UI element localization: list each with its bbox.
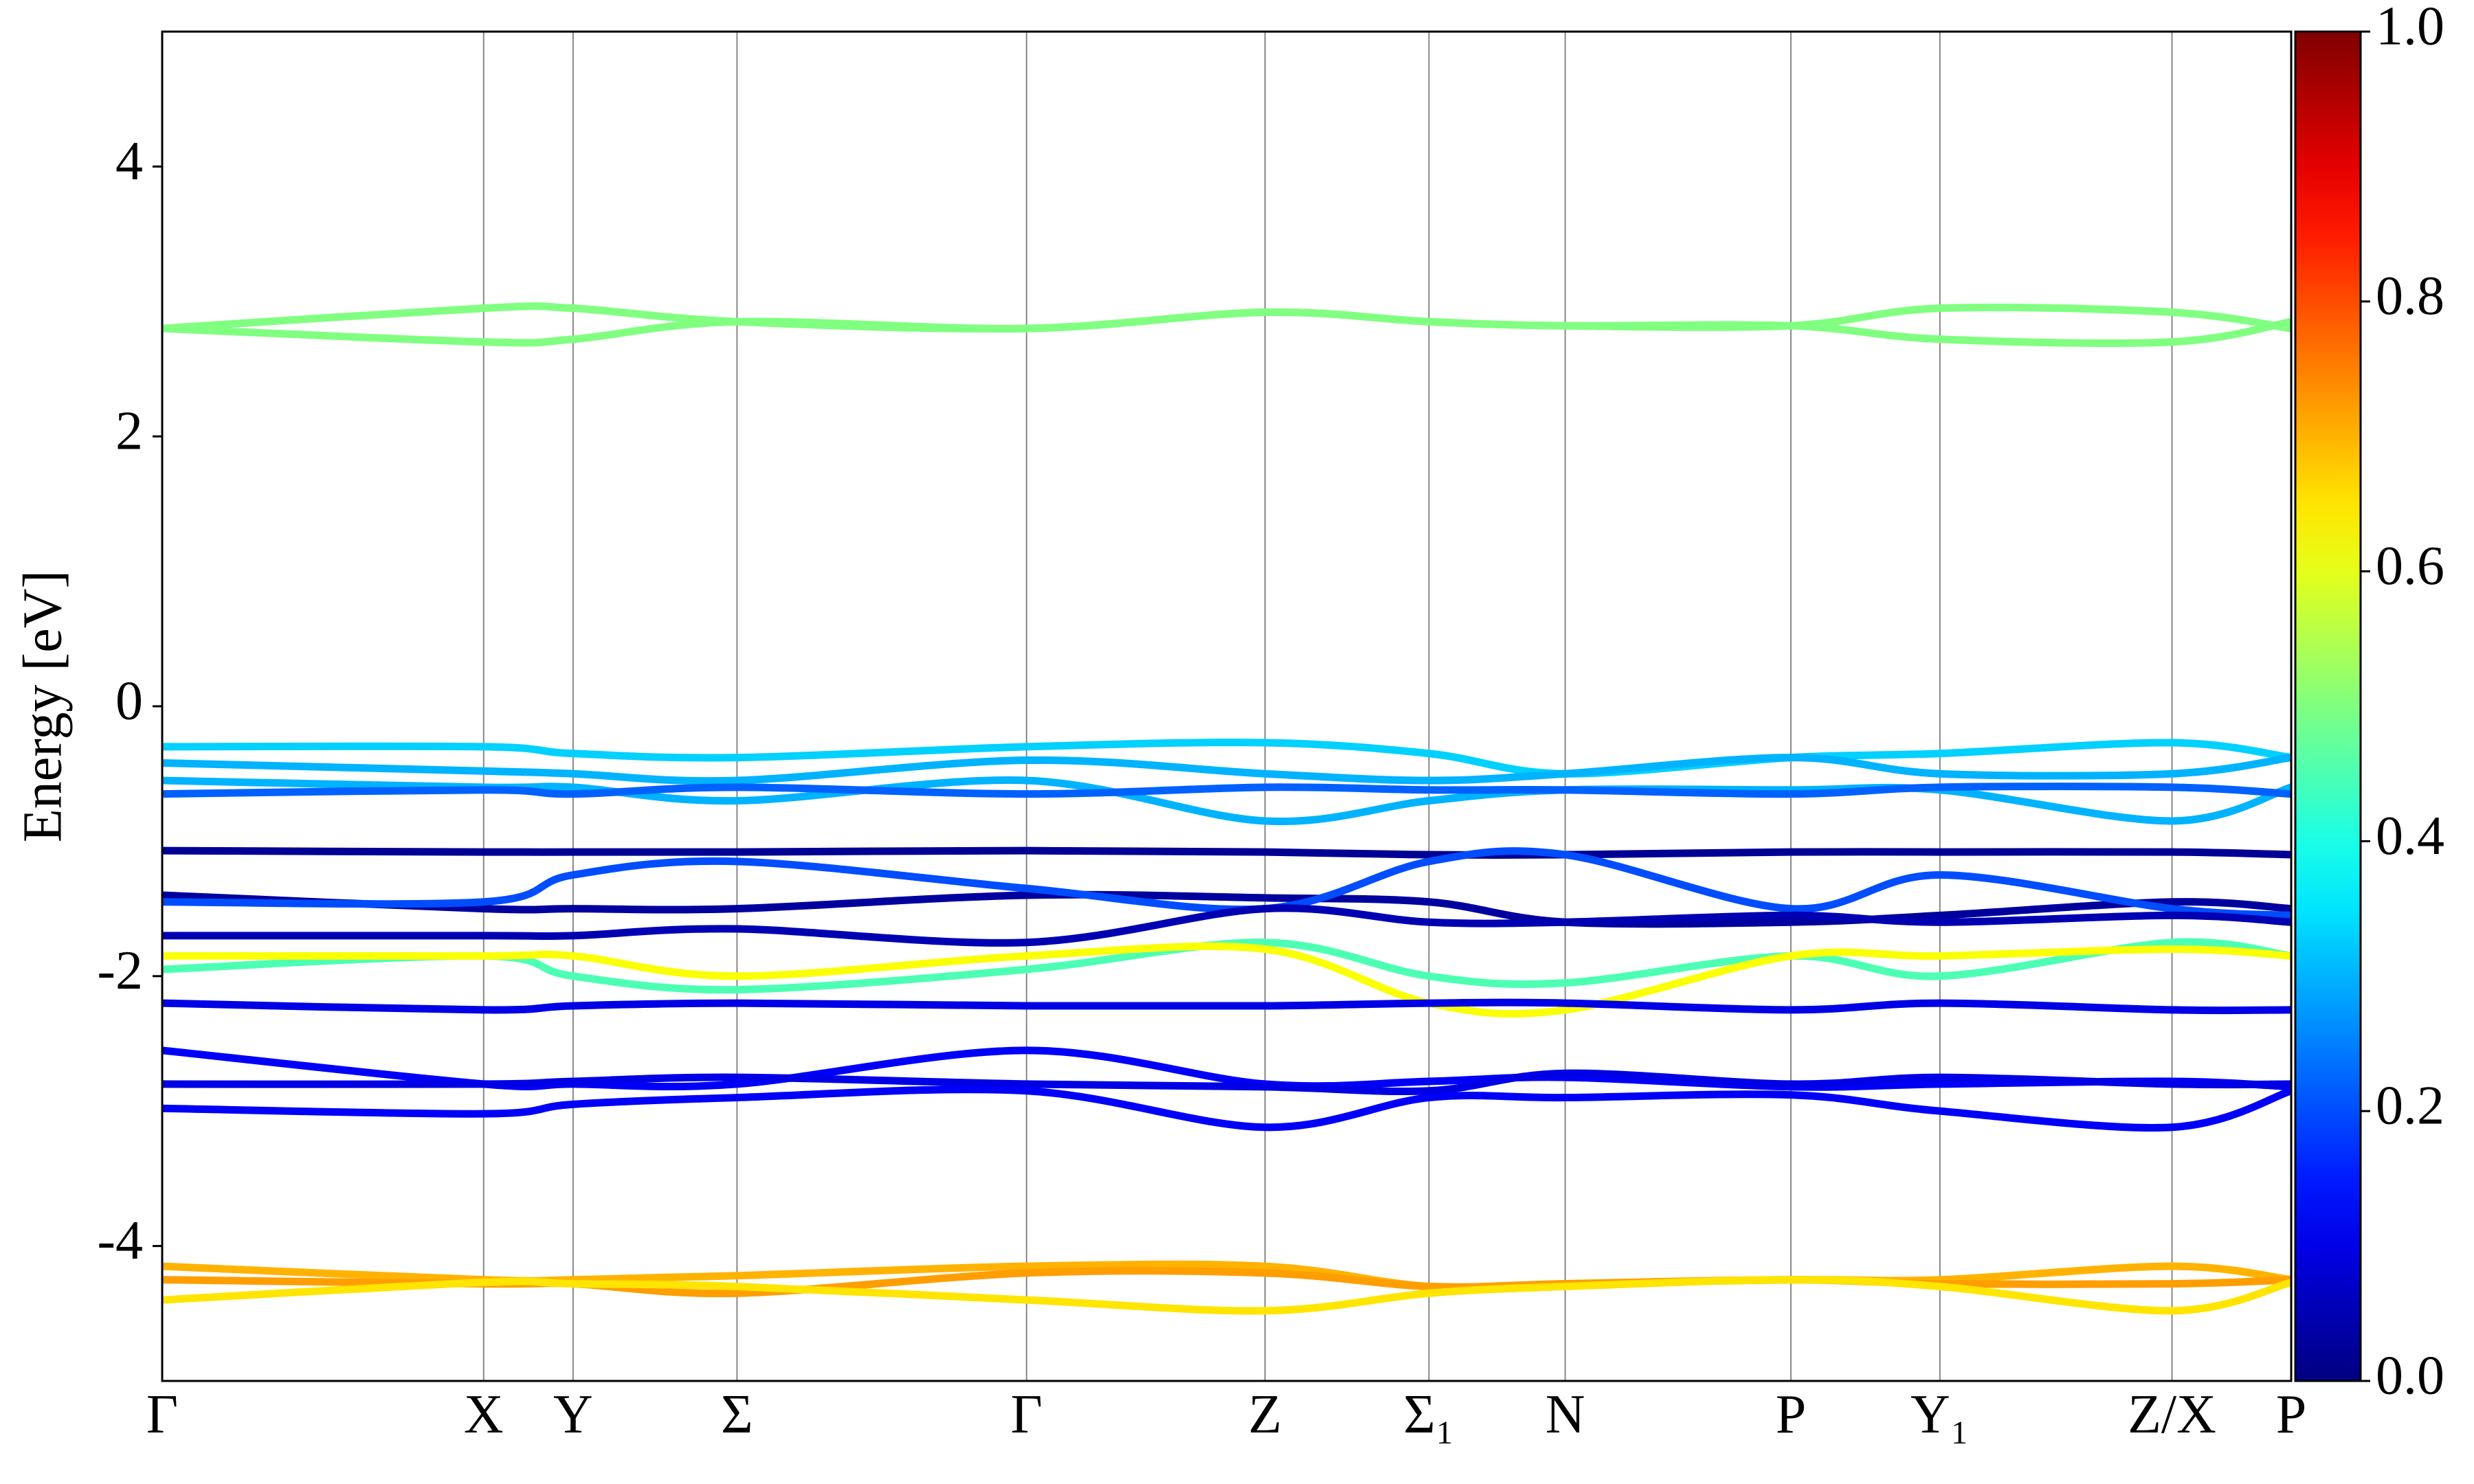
colorbar-tick-label: 0.0 [2376, 1345, 2444, 1406]
band-line [162, 308, 2291, 347]
x-tick-label: Σ₁ [1403, 1384, 1454, 1445]
band-line [162, 890, 2291, 928]
colorbar-tick-label: 0.8 [2376, 266, 2444, 326]
band-line [162, 938, 2291, 994]
y-tick-label: 4 [115, 131, 143, 192]
y-tick-label: 0 [115, 671, 143, 731]
colorbar-tick-label: 0.2 [2376, 1076, 2444, 1136]
x-tick-label: Z [1248, 1384, 1282, 1445]
band-line [162, 1276, 2291, 1315]
band-line [162, 739, 2291, 778]
x-tick-label: Γ [1011, 1384, 1043, 1445]
plot-frame [161, 30, 2293, 1382]
bands [162, 302, 2291, 1315]
x-tick-label: Σ [721, 1384, 753, 1445]
band-line [162, 904, 2291, 947]
x-tick-label: Γ [146, 1384, 178, 1445]
band-line [162, 754, 2291, 785]
x-tick-label: P [2276, 1384, 2307, 1445]
x-tick-label: Y [553, 1384, 593, 1445]
x-tick-label: X [464, 1384, 504, 1445]
colorbar [2294, 30, 2362, 1382]
y-tick-label: -2 [97, 941, 143, 1001]
colorbar-tick-label: 1.0 [2376, 0, 2444, 56]
y-axis-label: Energy [eV] [12, 570, 73, 842]
y-tick-label: -4 [97, 1211, 143, 1271]
x-tick-label: N [1546, 1384, 1585, 1445]
x-tick-label: Y₁ [1910, 1384, 1970, 1445]
colorbar-tick-label: 0.4 [2376, 806, 2444, 866]
band-line [162, 998, 2291, 1015]
band-line [162, 847, 2291, 919]
band-line [162, 942, 2291, 1018]
x-tick-label: Z/X [2128, 1384, 2216, 1445]
x-tick-label: P [1776, 1384, 1807, 1445]
y-tick-label: 2 [115, 401, 143, 462]
band-line [162, 1069, 2291, 1096]
band-line [162, 783, 2291, 798]
band-line [162, 1086, 2291, 1132]
colorbar-tick-label: 0.6 [2376, 536, 2444, 596]
band-line [162, 846, 2291, 859]
